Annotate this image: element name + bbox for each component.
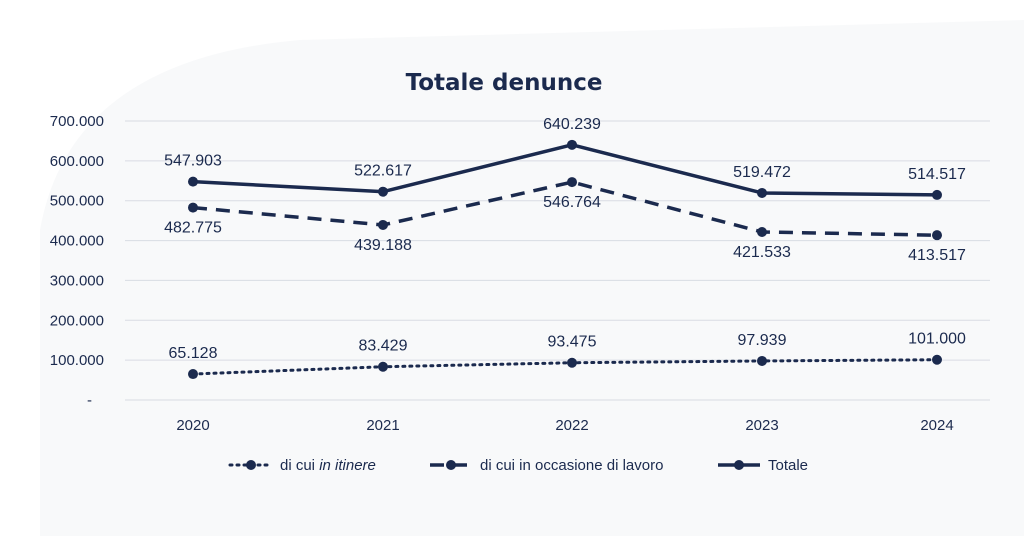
legend-label: di cui in occasione di lavoro — [480, 457, 663, 474]
data-point — [757, 187, 767, 198]
background-shape — [40, 20, 1024, 536]
data-label: 546.764 — [543, 194, 601, 211]
legend-item: Totale — [718, 457, 808, 474]
chart-title: Totale denunce — [406, 70, 603, 96]
series-group — [188, 139, 942, 380]
x-axis-ticks: 2020 2021 2022 2023 2024 — [176, 417, 953, 434]
series-solid — [188, 139, 942, 200]
data-point — [378, 219, 388, 230]
x-tick-label: 2023 — [745, 417, 778, 434]
data-label: 522.617 — [354, 163, 412, 180]
data-point — [188, 176, 198, 187]
data-label: 482.775 — [164, 220, 222, 237]
legend: di cui in itinere di cui in occasione di … — [228, 457, 808, 474]
series-dotted — [188, 354, 942, 380]
y-axis-ticks: - 100.000 200.000 300.000 400.000 500.000 600.… — [50, 113, 104, 409]
gridlines — [125, 120, 990, 401]
data-point — [188, 369, 198, 380]
data-label: 547.903 — [164, 153, 222, 170]
legend-item: di cui in occasione di lavoro — [430, 457, 663, 474]
data-label: 97.939 — [738, 332, 787, 349]
data-point — [378, 361, 388, 372]
data-label: 640.239 — [543, 116, 601, 133]
data-label: 93.475 — [548, 334, 597, 351]
y-tick-label: 500.000 — [50, 193, 104, 210]
data-point — [932, 189, 942, 200]
data-point — [378, 186, 388, 197]
x-tick-label: 2022 — [555, 417, 588, 434]
series-line — [192, 180, 938, 237]
data-point — [757, 226, 767, 237]
legend-marker — [446, 460, 456, 470]
y-tick-label: 700.000 — [50, 113, 104, 130]
y-tick-label: 400.000 — [50, 233, 104, 250]
y-tick-label: 600.000 — [50, 153, 104, 170]
data-label: 65.128 — [169, 345, 218, 362]
data-labels: 65.128 83.429 93.475 97.939 101.000 482.775 43… — [164, 116, 966, 362]
data-point — [188, 202, 198, 213]
data-point — [567, 139, 577, 150]
y-tick-label: 100.000 — [50, 352, 104, 369]
data-label: 101.000 — [908, 331, 966, 348]
x-tick-label: 2024 — [920, 417, 953, 434]
data-label: 519.472 — [733, 164, 791, 181]
data-label: 421.533 — [733, 244, 791, 261]
series-dashed — [188, 177, 942, 241]
data-point — [932, 230, 942, 241]
legend-label: Totale — [768, 457, 808, 474]
data-point — [567, 357, 577, 368]
data-label: 439.188 — [354, 237, 412, 254]
background-decoration — [40, 20, 1024, 536]
legend-marker — [246, 460, 256, 470]
legend-marker — [734, 460, 744, 470]
data-point — [567, 177, 577, 188]
y-tick-label: - — [87, 392, 92, 409]
data-label: 514.517 — [908, 166, 966, 183]
data-point — [757, 355, 767, 366]
data-label: 413.517 — [908, 247, 966, 264]
data-label: 83.429 — [359, 338, 408, 355]
x-tick-label: 2020 — [176, 417, 209, 434]
data-point — [932, 354, 942, 365]
x-tick-label: 2021 — [366, 417, 399, 434]
legend-item: di cui in itinere — [228, 457, 376, 474]
y-tick-label: 200.000 — [50, 312, 104, 329]
y-tick-label: 300.000 — [50, 272, 104, 289]
legend-label: di cui in itinere — [280, 457, 376, 474]
